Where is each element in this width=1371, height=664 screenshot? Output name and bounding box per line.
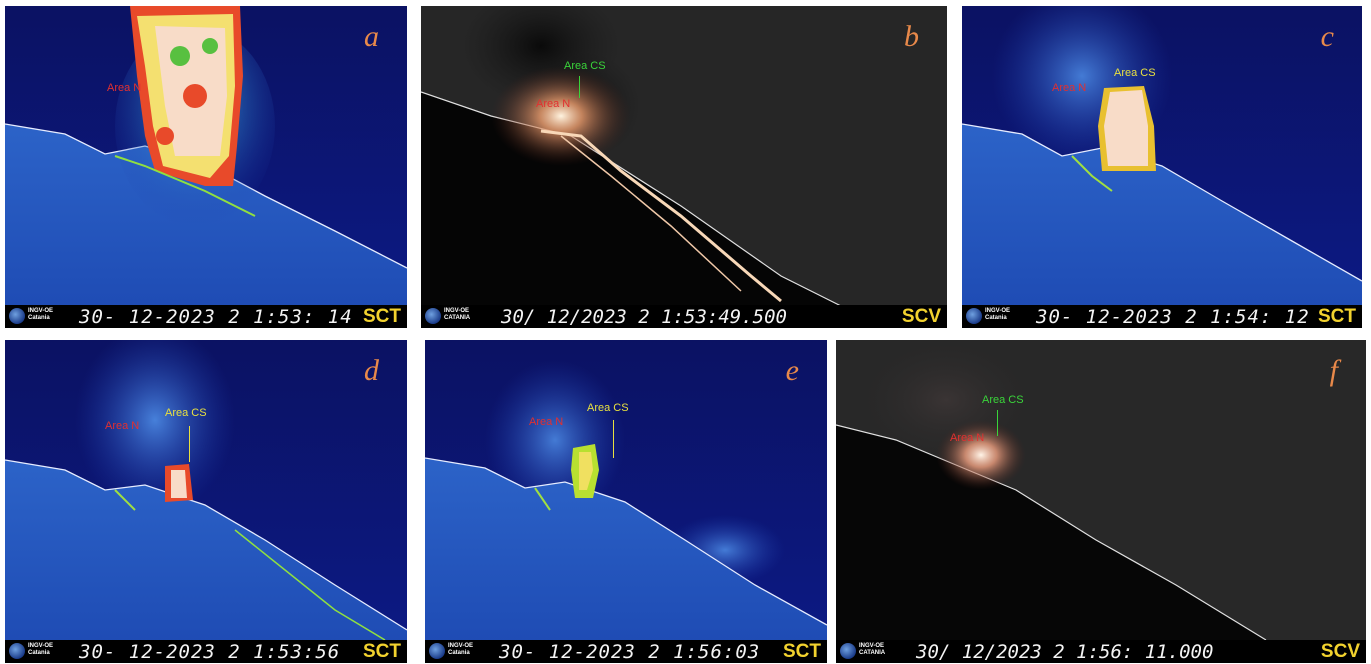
panel-f: f Area CS Area N INGV-OE CATANIA 30/ 12/2…: [836, 340, 1366, 663]
org-name: INGV-OE: [448, 643, 474, 649]
timestamp: 30- 12-2023 2 1:54: 12: [1036, 306, 1310, 328]
timestamp: 30- 12-2023 2 1:53: 14: [79, 306, 353, 328]
panel-letter: a: [364, 20, 379, 53]
org-city: Catania: [985, 315, 1007, 321]
thermal-scene: [425, 340, 827, 663]
panel-letter: f: [1329, 354, 1338, 387]
panel-letter: c: [1320, 20, 1334, 53]
org-city: Catania: [28, 315, 50, 321]
org-city: CATANIA: [859, 650, 886, 656]
info-bar: INGV-OE Catania 30- 12-2023 2 1:53: 14 SC…: [5, 305, 407, 328]
ingv-logo-icon: [9, 308, 25, 324]
ingv-logo-icon: [840, 643, 856, 659]
camera-code: SCT: [363, 641, 401, 662]
area-n-label: Area N: [105, 420, 140, 432]
area-cs-marker: [997, 410, 998, 436]
panel-d: d Area N Area CS INGV-OE Catania 30- 12-2…: [5, 340, 407, 663]
camera-code: SCV: [901, 306, 941, 327]
org-name: INGV-OE: [985, 308, 1011, 314]
area-cs-label: Area CS: [982, 394, 1024, 406]
area-cs-label: Area CS: [564, 60, 606, 72]
panel-letter: b: [904, 20, 919, 53]
area-cs-marker: [613, 420, 614, 458]
area-n-label: Area N: [950, 432, 985, 444]
area-cs-label: Area CS: [1114, 67, 1156, 79]
ingv-logo-icon: [966, 308, 982, 324]
panel-letter: e: [785, 354, 799, 387]
camera-code: SCT: [1318, 306, 1356, 327]
info-bar: INGV-OE Catania 30- 12-2023 2 1:53:56 SCT: [5, 640, 407, 663]
area-n-label: Area N: [529, 416, 564, 428]
thermal-scene: [5, 6, 407, 328]
ingv-logo-icon: [425, 308, 441, 324]
info-bar: INGV-OE Catania 30- 12-2023 2 1:54: 12 SC…: [962, 305, 1362, 328]
area-cs-marker: [579, 76, 580, 98]
org-name: INGV-OE: [28, 643, 54, 649]
org-name: INGV-OE: [444, 308, 470, 314]
timestamp: 30/ 12/2023 2 1:53:49.500: [501, 306, 787, 328]
org-city: CATANIA: [444, 315, 471, 321]
camera-code: SCT: [783, 641, 821, 662]
panel-e: e Area N Area CS INGV-OE Catania 30- 12-2…: [425, 340, 827, 663]
org-city: Catania: [448, 650, 470, 656]
org-name: INGV-OE: [28, 308, 54, 314]
thermal-scene: [962, 6, 1362, 328]
visible-scene: [836, 340, 1366, 663]
timestamp: 30- 12-2023 2 1:53:56: [79, 641, 341, 663]
timestamp: 30- 12-2023 2 1:56:03: [499, 641, 761, 663]
timestamp: 30/ 12/2023 2 1:56: 11.000: [916, 641, 1214, 663]
camera-code: SCV: [1320, 641, 1360, 662]
area-n-label: Area N: [107, 82, 142, 94]
ingv-logo-icon: [9, 643, 25, 659]
camera-code: SCT: [363, 306, 401, 327]
area-n-label: Area N: [1052, 82, 1087, 94]
thermal-scene: [5, 340, 407, 663]
panel-a: a Area N INGV-OE Catania 30- 12-2023 2 1:…: [5, 6, 407, 328]
info-bar: INGV-OE CATANIA 30/ 12/2023 2 1:56: 11.00…: [836, 640, 1366, 663]
info-bar: INGV-OE Catania 30- 12-2023 2 1:56:03 SCT: [425, 640, 827, 663]
area-n-label: Area N: [536, 98, 571, 110]
info-bar: INGV-OE CATANIA 30/ 12/2023 2 1:53:49.500…: [421, 305, 947, 328]
panel-c: c Area N Area CS INGV-OE Catania 30- 12-2…: [962, 6, 1362, 328]
panel-b: b Area CS Area N INGV-OE CATANIA 30/ 12/2…: [421, 6, 947, 328]
ingv-logo-icon: [429, 643, 445, 659]
area-cs-marker: [189, 426, 190, 462]
area-cs-label: Area CS: [587, 402, 629, 414]
area-cs-label: Area CS: [165, 407, 207, 419]
org-name: INGV-OE: [859, 643, 885, 649]
org-city: Catania: [28, 650, 50, 656]
panel-letter: d: [364, 354, 379, 387]
visible-scene: [421, 6, 947, 328]
